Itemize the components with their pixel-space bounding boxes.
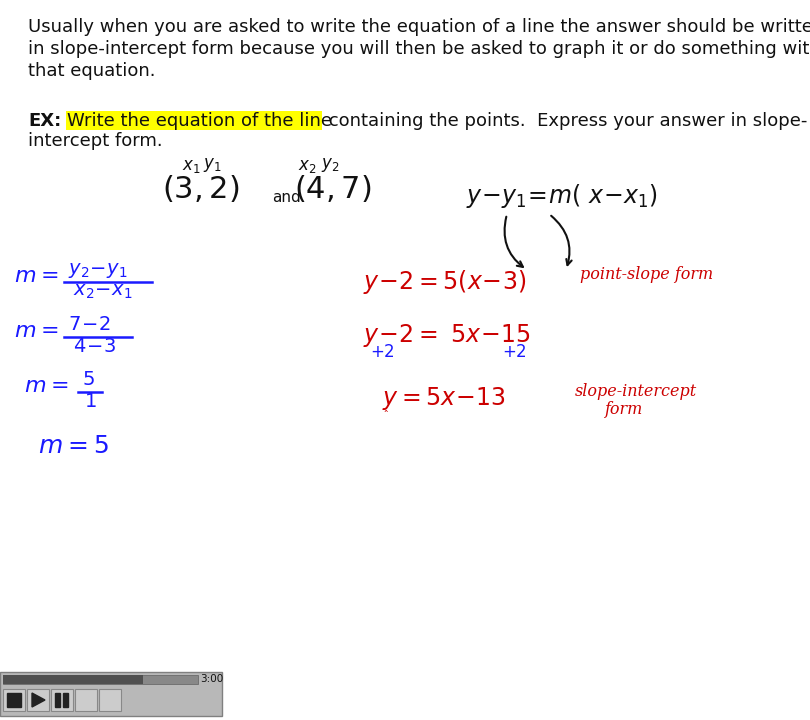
Text: that equation.: that equation. xyxy=(28,62,156,80)
Text: slope-intercept: slope-intercept xyxy=(575,383,697,400)
Text: and: and xyxy=(272,190,301,205)
Text: $y\!-\!2 = 5(x\!-\!3)$: $y\!-\!2 = 5(x\!-\!3)$ xyxy=(363,268,526,296)
Text: $y_1$: $y_1$ xyxy=(203,156,222,174)
FancyBboxPatch shape xyxy=(3,689,25,711)
Text: $m = 5$: $m = 5$ xyxy=(38,435,109,458)
Bar xyxy=(7,693,21,707)
Text: $y\!-\!y_1\!=\!m(\ x\!-\!x_1)$: $y\!-\!y_1\!=\!m(\ x\!-\!x_1)$ xyxy=(466,182,658,210)
Text: $x_2\!-\!x_1$: $x_2\!-\!x_1$ xyxy=(73,283,133,301)
Text: $(3,2)$: $(3,2)$ xyxy=(162,174,240,205)
Text: EX:: EX: xyxy=(28,112,62,130)
Text: $7\!-\!2$: $7\!-\!2$ xyxy=(68,316,110,334)
Text: $y\!-\!2 =\ 5x\!-\!15$: $y\!-\!2 =\ 5x\!-\!15$ xyxy=(363,322,531,349)
FancyBboxPatch shape xyxy=(0,672,222,716)
Text: $+2$: $+2$ xyxy=(502,344,527,361)
Text: in slope-intercept form because you will then be asked to graph it or do somethi: in slope-intercept form because you will… xyxy=(28,40,810,58)
Text: $y = 5x\!-\!13$: $y = 5x\!-\!13$ xyxy=(382,385,506,412)
Text: Usually when you are asked to write the equation of a line the answer should be : Usually when you are asked to write the … xyxy=(28,18,810,36)
Text: $+2$: $+2$ xyxy=(370,344,395,361)
Polygon shape xyxy=(32,693,45,707)
Text: Write the equation of the line: Write the equation of the line xyxy=(67,112,332,130)
Text: containing the points.  Express your answer in slope-: containing the points. Express your answ… xyxy=(323,112,808,130)
Text: $5$: $5$ xyxy=(82,371,95,389)
Text: intercept form.: intercept form. xyxy=(28,132,163,150)
FancyBboxPatch shape xyxy=(3,675,198,684)
Text: $m =$: $m =$ xyxy=(24,375,68,397)
FancyBboxPatch shape xyxy=(99,689,121,711)
Text: form: form xyxy=(605,401,643,418)
FancyBboxPatch shape xyxy=(51,689,73,711)
Text: $x_2$: $x_2$ xyxy=(298,158,317,175)
Text: $(4,7)$: $(4,7)$ xyxy=(294,174,372,205)
Text: 3:00: 3:00 xyxy=(200,674,224,684)
Text: $x_1$: $x_1$ xyxy=(182,158,201,175)
FancyBboxPatch shape xyxy=(27,689,49,711)
Text: $m =$: $m =$ xyxy=(14,265,58,287)
FancyBboxPatch shape xyxy=(66,111,322,130)
FancyBboxPatch shape xyxy=(75,689,97,711)
Bar xyxy=(55,693,60,707)
Text: $y_2\!-\!y_1$: $y_2\!-\!y_1$ xyxy=(68,261,128,280)
Text: $y_2$: $y_2$ xyxy=(321,156,339,174)
Text: $4\!-\!3$: $4\!-\!3$ xyxy=(73,338,116,356)
Text: point-slope form: point-slope form xyxy=(580,266,713,283)
FancyBboxPatch shape xyxy=(3,675,143,684)
Text: $\hat{}$: $\hat{}$ xyxy=(384,405,390,415)
Bar xyxy=(63,693,68,707)
Text: $m =$: $m =$ xyxy=(14,320,58,342)
Text: $1$: $1$ xyxy=(84,393,96,411)
